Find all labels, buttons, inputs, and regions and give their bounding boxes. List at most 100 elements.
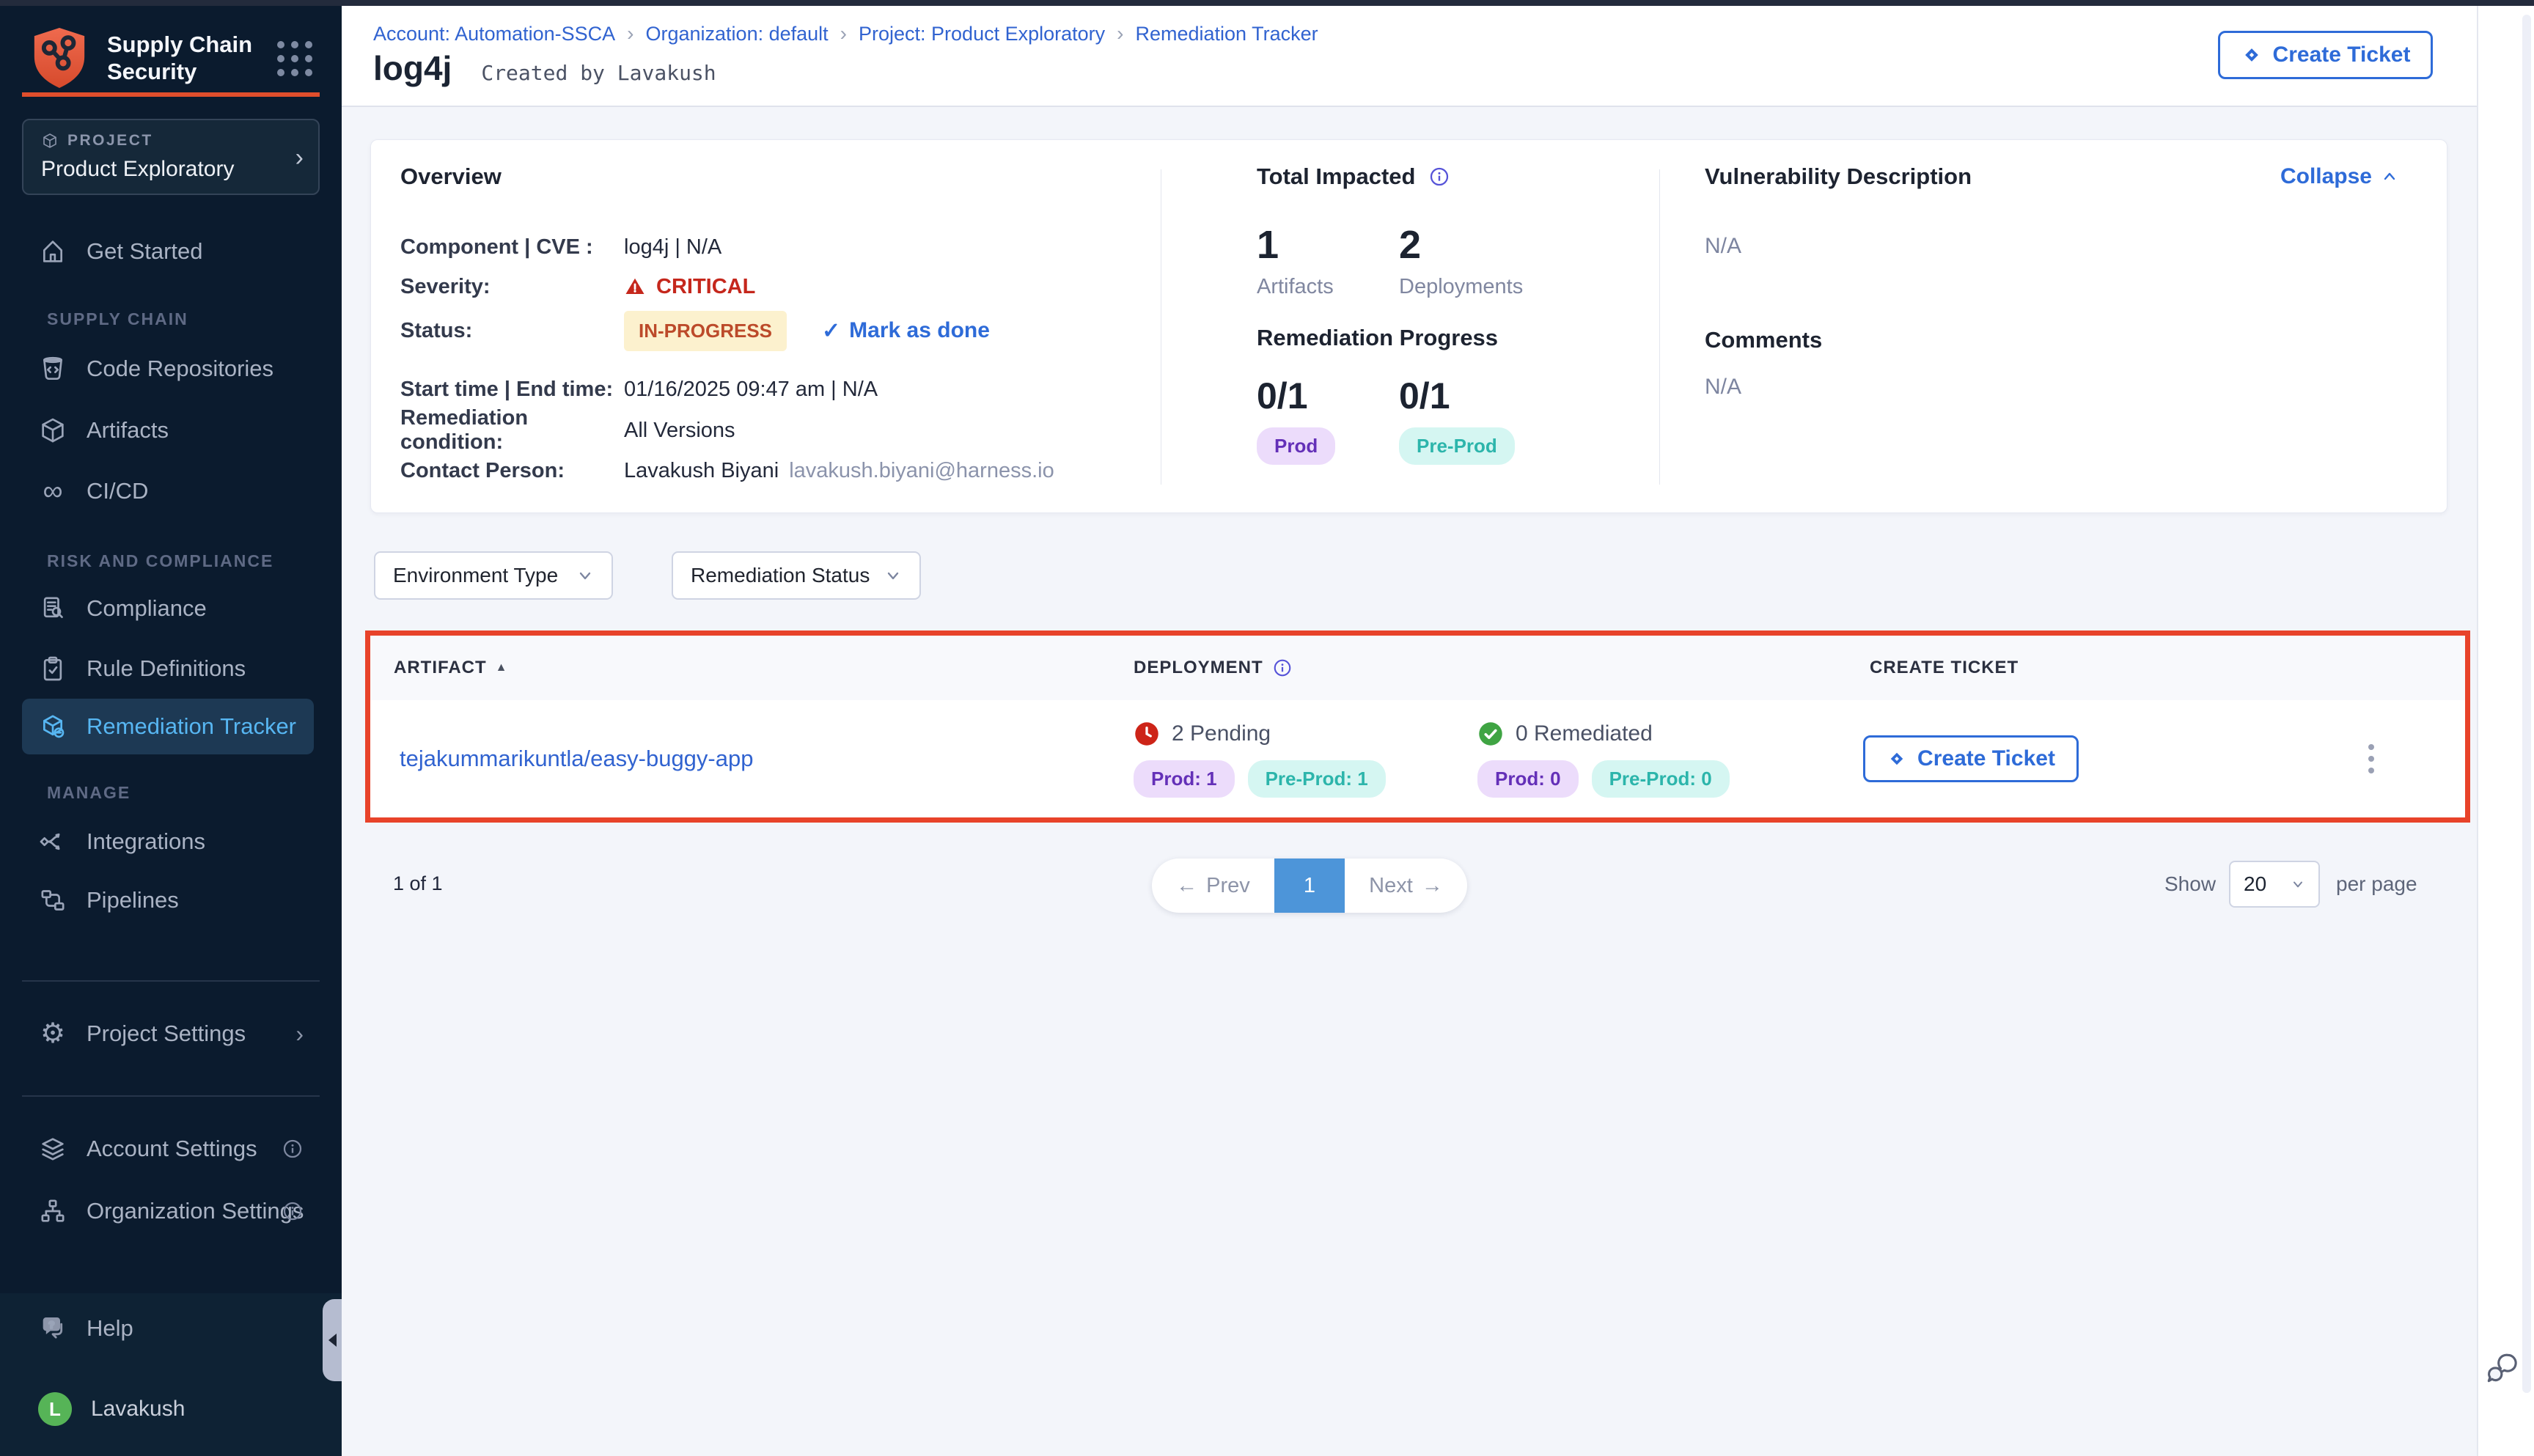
time-value: 01/16/2025 09:47 am | N/A: [624, 377, 878, 401]
sidebar-item-account-settings[interactable]: Account Settings: [22, 1121, 314, 1177]
row-create-ticket-button[interactable]: Create Ticket: [1863, 735, 2079, 782]
sort-asc-icon: ▲: [495, 661, 508, 674]
pending-clock-icon: [1135, 721, 1158, 746]
user-name: Lavakush: [91, 1397, 186, 1421]
sidebar-divider: [22, 980, 320, 982]
overview-card: Overview Component | CVE : log4j | N/A S…: [370, 139, 2447, 513]
breadcrumb-separator-icon: ›: [1117, 22, 1124, 45]
prod-progress: 0/1 Prod: [1257, 375, 1336, 465]
pagination-summary: 1 of 1: [393, 872, 443, 894]
severity-value: CRITICAL: [656, 274, 756, 298]
sidebar-item-project-settings[interactable]: ⚙ Project Settings ›: [22, 1006, 314, 1062]
project-cube-icon: [43, 133, 56, 148]
show-label: Show: [2164, 872, 2217, 895]
organization-settings-icon: [41, 1199, 65, 1222]
prod-badge: Prod: [1257, 427, 1336, 465]
time-label: Start time | End time:: [400, 377, 614, 401]
chevron-right-icon: ›: [295, 1020, 304, 1047]
app-switcher-icon[interactable]: [277, 41, 312, 76]
breadcrumb-project[interactable]: Project: Product Exploratory: [859, 22, 1106, 45]
sidebar-item-help[interactable]: ? Help: [22, 1301, 314, 1356]
scrollbar-thumb[interactable]: [2522, 15, 2531, 1393]
sidebar-collapse-handle[interactable]: [323, 1299, 342, 1381]
chevron-down-icon: [887, 572, 899, 580]
user-menu[interactable]: L Lavakush: [22, 1381, 314, 1437]
deployments-count-label: Deployments: [1399, 275, 1524, 298]
contact-label: Contact Person:: [400, 458, 565, 482]
sidebar-item-rule-definitions[interactable]: Rule Definitions: [22, 641, 314, 696]
table-row: tejakummarikuntla/easy-buggy-app 2 Pendi…: [370, 700, 2465, 817]
gear-icon: ⚙: [40, 1018, 66, 1049]
sidebar-section-supply-chain: SUPPLY CHAIN: [47, 309, 188, 328]
chevron-up-icon: [2384, 172, 2395, 180]
project-name: Product Exploratory: [41, 157, 235, 181]
home-icon: [43, 240, 62, 262]
preprod-progress-value: 0/1: [1399, 375, 1450, 416]
column-header-create-ticket: CREATE TICKET: [1870, 658, 2019, 677]
remediated-count: 0 Remediated: [1516, 721, 1653, 746]
component-cve-value: log4j | N/A: [624, 235, 722, 259]
column-header-artifact[interactable]: ARTIFACT ▲: [394, 658, 508, 677]
sidebar-item-remediation-tracker[interactable]: Remediation Tracker: [22, 699, 314, 754]
page-size-select[interactable]: 20: [2229, 861, 2320, 908]
page-number-button[interactable]: 1: [1274, 858, 1345, 913]
warning-triangle-icon: [625, 278, 644, 294]
environment-type-filter[interactable]: Environment Type: [374, 551, 613, 600]
breadcrumb-separator-icon: ›: [840, 22, 847, 45]
status-badge: IN-PROGRESS: [624, 310, 787, 351]
info-icon[interactable]: [1428, 166, 1450, 188]
sidebar-item-pipelines[interactable]: Pipelines: [22, 872, 314, 928]
next-page-button[interactable]: Next →: [1369, 873, 1443, 897]
breadcrumb-separator-icon: ›: [627, 22, 634, 45]
svg-text:?: ?: [48, 1319, 54, 1330]
info-icon: [283, 1202, 302, 1221]
overview-title: Overview: [400, 163, 502, 189]
pending-count: 2 Pending: [1172, 721, 1271, 746]
condition-label: Remediation condition:: [400, 406, 529, 454]
artifacts-cube-icon: [42, 418, 64, 443]
preprod-progress: 0/1 Pre-Prod: [1399, 375, 1515, 465]
breadcrumb-remediation-tracker[interactable]: Remediation Tracker: [1135, 22, 1318, 45]
status-label: Status:: [400, 318, 473, 342]
sidebar-item-integrations[interactable]: Integrations: [22, 814, 314, 869]
mark-as-done-button[interactable]: ✓ Mark as done: [822, 318, 990, 343]
contact-email[interactable]: lavakush.biyani@harness.io: [789, 458, 1054, 482]
ticket-diamond-icon: [2244, 48, 2258, 62]
prev-page-button[interactable]: ← Prev: [1176, 873, 1250, 897]
severity-label: Severity:: [400, 274, 491, 298]
remediation-progress-title: Remediation Progress: [1257, 325, 1499, 350]
artifact-link[interactable]: tejakummarikuntla/easy-buggy-app: [400, 746, 754, 771]
project-selector[interactable]: PROJECT Product Exploratory ›: [22, 119, 320, 195]
created-by-label: Created by Lavakush: [481, 61, 716, 85]
window-top-edge: [0, 0, 2534, 6]
sidebar-item-code-repositories[interactable]: Code Repositories: [22, 341, 314, 397]
chevron-down-icon: [579, 572, 591, 580]
pending-preprod-badge: Pre-Prod: 1: [1247, 760, 1386, 798]
compliance-document-icon: [43, 597, 63, 618]
sidebar-item-artifacts[interactable]: Artifacts: [22, 402, 314, 458]
integrations-icon: [40, 833, 60, 850]
app-logo[interactable]: Supply Chain Security: [29, 25, 268, 91]
page-title: log4j: [373, 49, 452, 87]
breadcrumb-account[interactable]: Account: Automation-SSCA: [373, 22, 616, 45]
row-menu-kebab-icon[interactable]: [2368, 700, 2374, 817]
card-divider: [1659, 169, 1660, 485]
project-label: PROJECT: [67, 132, 153, 149]
chat-widget-icon[interactable]: [2484, 1349, 2521, 1389]
breadcrumb-organization[interactable]: Organization: default: [645, 22, 829, 45]
info-icon[interactable]: [1272, 658, 1293, 678]
sidebar-item-get-started[interactable]: Get Started: [22, 224, 314, 279]
collapse-button[interactable]: Collapse: [2280, 164, 2398, 189]
preprod-badge: Pre-Prod: [1399, 427, 1515, 465]
create-ticket-button[interactable]: Create Ticket: [2218, 31, 2433, 79]
remediated-deployments: 0 Remediated Prod: 0 Pre-Prod: 0: [1477, 700, 1730, 817]
chevron-right-icon: ›: [295, 144, 304, 172]
sidebar-item-organization-settings[interactable]: Organization Settings: [22, 1183, 314, 1239]
sidebar-item-cicd[interactable]: ∞ CI/CD: [22, 463, 314, 519]
comments-title: Comments: [1705, 327, 1823, 353]
ticket-diamond-icon: [1890, 752, 1903, 765]
account-settings-icon: [42, 1138, 64, 1161]
remediation-status-filter[interactable]: Remediation Status: [672, 551, 921, 600]
infinity-icon: ∞: [43, 476, 63, 507]
sidebar-item-compliance[interactable]: Compliance: [22, 581, 314, 636]
